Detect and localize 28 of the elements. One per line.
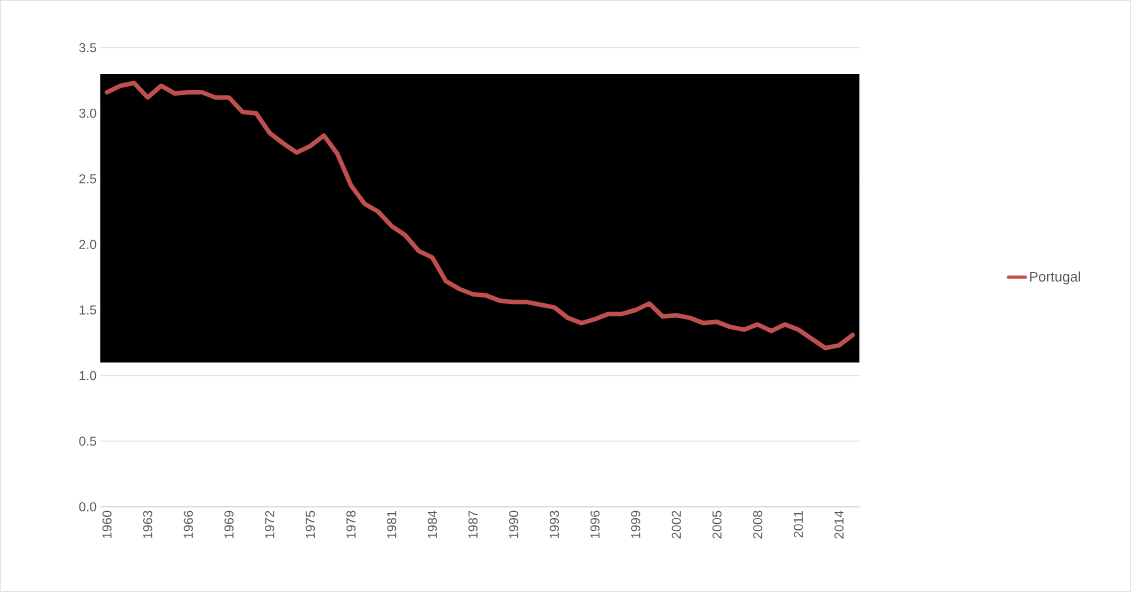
x-tick-label: 1993 (549, 510, 559, 539)
legend-label: Portugal (1030, 271, 1080, 285)
x-tick-label: 1999 (631, 510, 641, 539)
y-tick-label: 2.0 (79, 239, 97, 250)
y-tick-label: 2.5 (79, 174, 97, 184)
x-tick-label: 1972 (265, 510, 275, 539)
y-tick-label: 1.0 (79, 371, 97, 381)
x-tick-label: 1978 (346, 510, 356, 539)
y-tick-label: 3.0 (79, 108, 97, 118)
x-tick-label: 1966 (183, 510, 193, 539)
x-tick-label: 1969 (224, 510, 234, 539)
x-tick-label: 2008 (753, 510, 763, 539)
y-tick-label: 3.5 (79, 43, 97, 53)
y-tick-label: 0.5 (79, 436, 97, 446)
x-tick-label: 1963 (143, 510, 153, 539)
y-tick-label: 1.5 (79, 305, 97, 315)
x-tick-label: 1996 (590, 510, 600, 539)
y-tick-label: 0.0 (79, 502, 97, 512)
x-tick-label: 1987 (468, 510, 478, 539)
x-tick-label: 2011 (793, 510, 803, 538)
x-tick-label: 1975 (305, 510, 315, 539)
x-tick-label: 2002 (671, 510, 681, 539)
x-tick-label: 1960 (102, 510, 112, 539)
x-tick-label: 2005 (712, 510, 722, 539)
x-tick-label: 2014 (834, 510, 844, 539)
x-tick-label: 1984 (427, 510, 437, 539)
x-tick-label: 1990 (509, 510, 519, 539)
x-tick-label: 1981 (387, 510, 397, 539)
